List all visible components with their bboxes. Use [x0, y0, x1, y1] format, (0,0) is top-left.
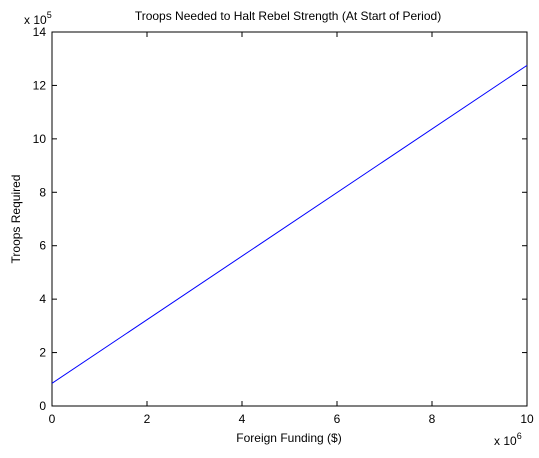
- y-tick-label: 8: [39, 185, 46, 199]
- y-tick-label: 6: [39, 239, 46, 253]
- y-axis-multiplier: x 105: [24, 10, 52, 27]
- x-tick-label: 2: [144, 412, 151, 426]
- y-tick-label: 4: [39, 292, 46, 306]
- y-tick-label: 14: [33, 25, 47, 39]
- y-tick-label: 10: [33, 132, 47, 146]
- x-tick-label: 10: [520, 412, 534, 426]
- y-tick-label: 2: [39, 346, 46, 360]
- chart-title: Troops Needed to Halt Rebel Strength (At…: [135, 9, 441, 23]
- axis-ticks: 0 2 4 6 8 10 0 2 4 6 8 10 12 14: [33, 25, 534, 426]
- y-axis-title: Troops Required: [9, 175, 23, 264]
- y-tick-label: 12: [33, 78, 47, 92]
- x-multiplier-base: x 10: [494, 434, 517, 448]
- y-tick-label: 0: [39, 399, 46, 413]
- x-axis-multiplier: x 106: [494, 431, 522, 448]
- x-tick-label: 4: [239, 412, 246, 426]
- series-layer: [51, 64, 528, 384]
- x-multiplier-exponent: 6: [517, 431, 522, 441]
- x-tick-label: 6: [334, 412, 341, 426]
- x-tick-label: 0: [49, 412, 56, 426]
- y-multiplier-base: x 10: [24, 13, 47, 27]
- plot-area: [51, 31, 528, 407]
- x-tick-label: 8: [429, 412, 436, 426]
- y-multiplier-exponent: 5: [47, 10, 52, 20]
- series-line: [51, 64, 528, 384]
- x-axis-title: Foreign Funding ($): [236, 431, 341, 445]
